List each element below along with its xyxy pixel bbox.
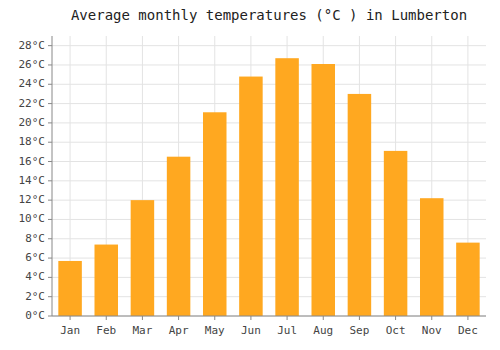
y-tick-label: 10°C	[19, 212, 46, 225]
y-tick-label: 4°C	[25, 270, 45, 283]
y-grid-line	[52, 161, 486, 162]
y-tick	[48, 64, 52, 65]
x-tick-label: May	[205, 324, 225, 337]
x-tick	[250, 316, 251, 320]
y-tick-label: 12°C	[19, 193, 46, 206]
y-tick	[48, 84, 52, 85]
bar	[131, 200, 155, 316]
x-tick-label: Apr	[169, 324, 189, 337]
x-tick-label: Feb	[96, 324, 116, 337]
x-tick	[178, 316, 179, 320]
x-tick-label: Nov	[422, 324, 442, 337]
x-tick	[431, 316, 432, 320]
y-tick-label: 28°C	[19, 39, 46, 52]
x-tick	[359, 316, 360, 320]
chart-container: Average monthly temperatures (°C ) in Lu…	[0, 0, 500, 350]
x-tick	[467, 316, 468, 320]
bar	[94, 245, 118, 316]
y-tick	[48, 180, 52, 181]
y-tick-label: 22°C	[19, 97, 46, 110]
x-tick	[106, 316, 107, 320]
y-tick-label: 6°C	[25, 251, 45, 264]
y-tick	[48, 161, 52, 162]
y-tick-label: 16°C	[19, 155, 46, 168]
bar	[203, 112, 227, 316]
x-axis-line	[52, 316, 486, 317]
x-tick-label: Mar	[132, 324, 152, 337]
x-tick	[70, 316, 71, 320]
bar	[239, 77, 263, 316]
y-grid-line	[52, 84, 486, 85]
bar	[456, 243, 480, 316]
bars	[58, 58, 479, 316]
y-tick	[48, 122, 52, 123]
y-tick-label: 2°C	[25, 290, 45, 303]
x-axis: Jan Feb Mar Apr May Jun Jul Aug Sep Oct Nov Dec	[52, 316, 486, 337]
x-tick-label: Oct	[386, 324, 406, 337]
bar	[348, 94, 372, 316]
y-grid-line	[52, 180, 486, 181]
x-tick-label: Jul	[277, 324, 297, 337]
y-axis: 0°C 2°C 4°C 6°C 8°C 10°C 12°C 14°C 16°C 18°C 20°C 2…	[19, 36, 53, 322]
y-tick	[48, 103, 52, 104]
y-tick	[48, 238, 52, 239]
bar	[311, 64, 335, 316]
chart-svg: Average monthly temperatures (°C ) in Lu…	[0, 0, 500, 350]
title: Average monthly temperatures (°C ) in Lu…	[71, 7, 467, 23]
y-grid-line	[52, 122, 486, 123]
y-tick-label: 26°C	[19, 58, 46, 71]
y-axis-line	[52, 36, 53, 316]
y-tick	[48, 316, 52, 317]
bar	[275, 58, 299, 316]
x-tick-label: Jun	[241, 324, 261, 337]
x-tick	[287, 316, 288, 320]
y-grid-line	[52, 142, 486, 143]
y-grid-line	[52, 45, 486, 46]
bar	[167, 157, 191, 316]
x-tick-label: Jan	[60, 324, 80, 337]
x-tick-label: Sep	[349, 324, 369, 337]
grid	[52, 36, 486, 316]
y-tick-label: 18°C	[19, 135, 46, 148]
y-tick-label: 20°C	[19, 116, 46, 129]
x-tick-label: Aug	[313, 324, 333, 337]
bar	[384, 151, 408, 316]
x-tick-label: Dec	[458, 324, 478, 337]
y-tick	[48, 45, 52, 46]
y-grid-line	[52, 316, 486, 317]
bar	[58, 261, 82, 316]
y-grid-line	[52, 64, 486, 65]
y-tick	[48, 277, 52, 278]
y-tick	[48, 142, 52, 143]
y-grid-line	[52, 103, 486, 104]
y-tick	[48, 200, 52, 201]
bar	[420, 198, 444, 316]
x-tick	[323, 316, 324, 320]
y-tick	[48, 219, 52, 220]
y-tick-label: 24°C	[19, 77, 46, 90]
y-tick-label: 8°C	[25, 232, 45, 245]
y-tick	[48, 296, 52, 297]
x-tick	[142, 316, 143, 320]
y-tick-label: 14°C	[19, 174, 46, 187]
y-tick-label: 0°C	[25, 309, 45, 322]
x-tick	[214, 316, 215, 320]
y-tick	[48, 258, 52, 259]
x-tick	[395, 316, 396, 320]
